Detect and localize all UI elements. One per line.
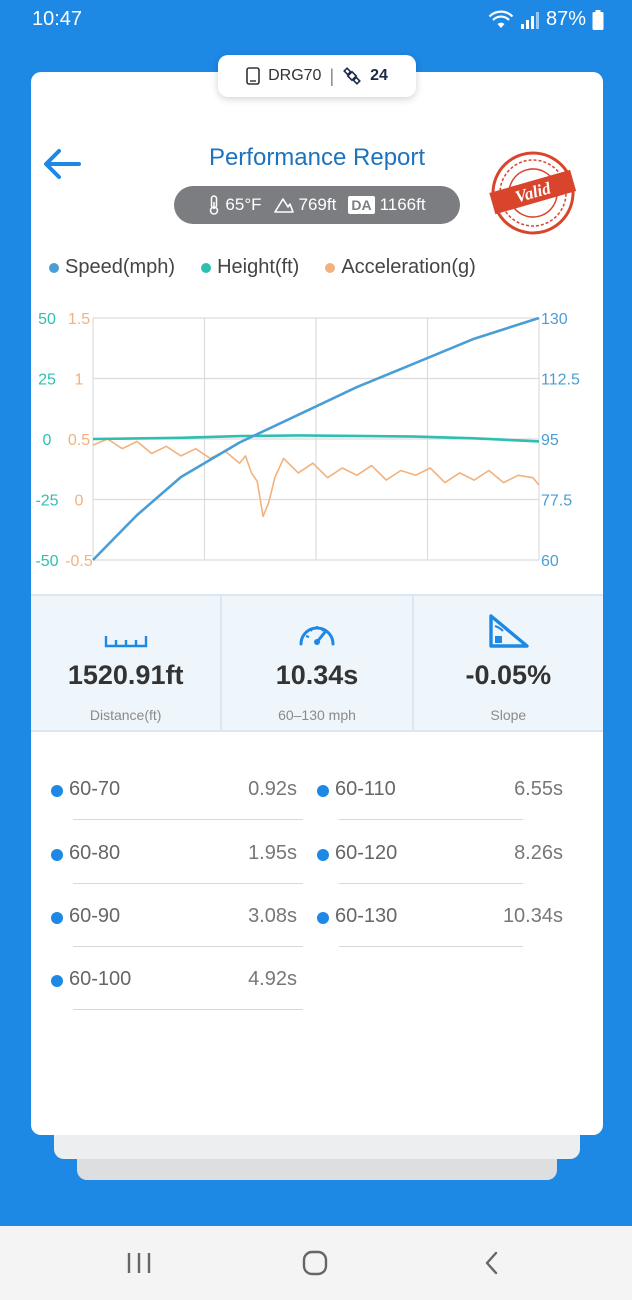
axis-tick-label: 25 — [38, 372, 56, 389]
satellite-count: 24 — [370, 67, 388, 84]
battery-percent: 87% — [545, 8, 586, 30]
axis-tick-label: -25 — [35, 493, 58, 510]
split-row: 60-120 8.26s — [317, 816, 563, 884]
split-row: 60-70 0.92s — [51, 752, 303, 820]
split-row: 60-80 1.95s — [51, 816, 303, 884]
series-line-speed — [92, 316, 540, 561]
legend-acceleration: Acceleration(g) — [325, 256, 476, 279]
signal-icon — [520, 11, 539, 29]
battery-icon — [592, 9, 604, 30]
chart-ticks: 50 25 0 -25 -50 1.5 1 0.5 0 -0.5 130 112.5 95 77.5 60 — [35, 311, 580, 566]
status-time: 10:47 — [32, 8, 83, 30]
axis-tick-label: 0 — [75, 493, 84, 510]
device-name: DRG70 — [268, 67, 322, 84]
series-line-acceleration — [92, 438, 540, 518]
back-arrow-icon[interactable] — [41, 146, 83, 182]
axis-tick-label: -0.5 — [65, 553, 93, 566]
axis-tick-label: 50 — [38, 311, 56, 328]
slope-value: -0.05% — [465, 660, 552, 690]
axis-tick-label: -50 — [35, 553, 58, 566]
distance-value: 1520.91ft — [67, 660, 184, 690]
wifi-icon — [488, 10, 514, 28]
axis-tick-label: 0.5 — [68, 432, 90, 449]
recent-apps-icon[interactable] — [126, 1248, 152, 1278]
thermometer-icon — [210, 195, 219, 215]
stat-slope: -0.05% Slope — [411, 596, 603, 730]
device-pill[interactable]: DRG70 | 24 — [218, 55, 416, 97]
axis-tick-label: 0 — [43, 432, 52, 449]
slope-icon — [489, 614, 530, 648]
home-icon[interactable] — [300, 1248, 330, 1278]
system-nav-bar — [0, 1226, 632, 1300]
chart-legend: Speed(mph) Height(ft) Acceleration(g) — [49, 256, 476, 279]
ruler-icon — [104, 636, 147, 648]
speedometer-icon — [299, 626, 335, 646]
stat-time: 10.34s 60–130 mph — [220, 596, 411, 730]
legend-speed: Speed(mph) — [49, 256, 175, 279]
report-card: Performance Report Valid 65°F 769ft DA — [31, 72, 603, 1135]
split-row: 60-130 10.34s — [317, 879, 563, 947]
time-label: 60–130 mph — [278, 707, 356, 723]
time-value: 10.34s — [275, 660, 359, 690]
altitude: 769ft — [273, 195, 336, 215]
satellite-icon — [343, 67, 362, 85]
legend-height: Height(ft) — [201, 256, 299, 279]
stat-distance: 1520.91ft Distance(ft) — [31, 596, 220, 730]
axis-tick-label: 1.5 — [68, 311, 90, 328]
status-bar: 10:47 87% — [0, 0, 632, 38]
temperature: 65°F — [208, 195, 262, 215]
page-title: Performance Report — [208, 144, 426, 171]
back-icon[interactable] — [480, 1248, 504, 1278]
split-row: 60-90 3.08s — [51, 879, 303, 947]
mountain-icon — [273, 198, 294, 213]
distance-label: Distance(ft) — [89, 707, 162, 723]
axis-tick-label: 1 — [75, 372, 84, 389]
series-line-height — [92, 434, 540, 443]
da-icon: DA — [348, 196, 375, 214]
valid-stamp: Valid — [489, 151, 577, 235]
chart-lines — [92, 316, 540, 561]
stats-panel: 1520.91ft Distance(ft) 10.34s 60–130 mph — [31, 594, 603, 732]
axis-tick-label: 77.5 — [541, 493, 572, 510]
split-dot — [51, 785, 63, 797]
slope-label: Slope — [490, 707, 527, 723]
axis-tick-label: 130 — [541, 311, 568, 328]
split-row: 60-100 4.92s — [51, 942, 303, 1010]
conditions-pill: 65°F 769ft DA 1166ft — [174, 186, 460, 224]
performance-chart: 50 25 0 -25 -50 1.5 1 0.5 0 -0.5 130 112.5 95 77.5 60 — [35, 311, 580, 566]
axis-tick-label: 112.5 — [541, 372, 580, 389]
axis-tick-label: 95 — [541, 432, 559, 449]
status-icons: 87% — [488, 8, 604, 31]
split-row: 60-110 6.55s — [317, 752, 563, 820]
axis-tick-label: 60 — [541, 553, 559, 566]
phone-device-icon — [246, 67, 260, 85]
density-altitude: DA 1166ft — [348, 195, 426, 215]
